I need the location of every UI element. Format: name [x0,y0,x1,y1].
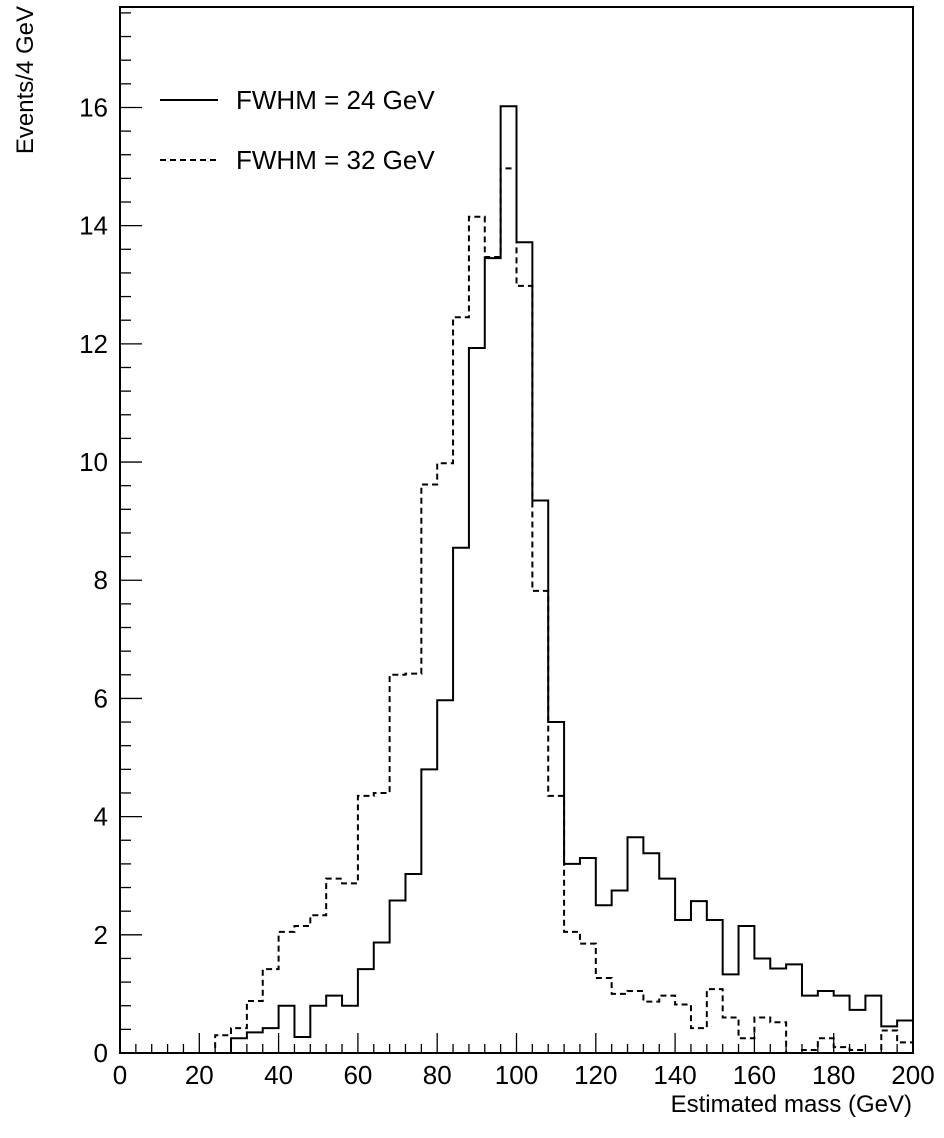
y-tick-label: 4 [94,802,108,832]
x-axis-label: Estimated mass (GeV) [671,1091,912,1118]
y-tick-label: 10 [79,447,108,477]
x-tick-label: 0 [113,1060,127,1090]
x-tick-label: 120 [574,1060,617,1090]
x-tick-label: 100 [495,1060,538,1090]
y-tick-label: 8 [94,565,108,595]
x-axis-ticks: 0 20 40 60 80 100 120 140 160 180 200 [113,1033,935,1090]
series-layer [120,105,914,1054]
y-tick-label: 6 [94,683,108,713]
x-tick-label: 40 [264,1060,293,1090]
x-tick-label: 20 [185,1060,214,1090]
y-axis-ticks: 0 2 4 6 8 10 12 14 16 [79,12,142,1068]
legend: FWHM = 24 GeV FWHM = 32 GeV [160,85,435,175]
y-tick-label: 14 [79,211,108,241]
x-tick-label: 60 [343,1060,372,1090]
y-tick-label: 16 [79,92,108,122]
series-line-2 [120,167,914,1054]
x-tick-label: 140 [653,1060,696,1090]
y-tick-label: 2 [94,920,108,950]
legend-label-1: FWHM = 24 GeV [236,85,435,115]
x-tick-label: 200 [891,1060,934,1090]
x-tick-label: 80 [423,1060,452,1090]
y-tick-label: 0 [94,1038,108,1068]
legend-label-2: FWHM = 32 GeV [236,145,435,175]
x-tick-label: 160 [733,1060,776,1090]
x-tick-label: 180 [812,1060,855,1090]
y-axis-label: Events/4 GeV [12,6,39,154]
y-tick-label: 12 [79,329,108,359]
series-line-1 [120,105,914,1054]
